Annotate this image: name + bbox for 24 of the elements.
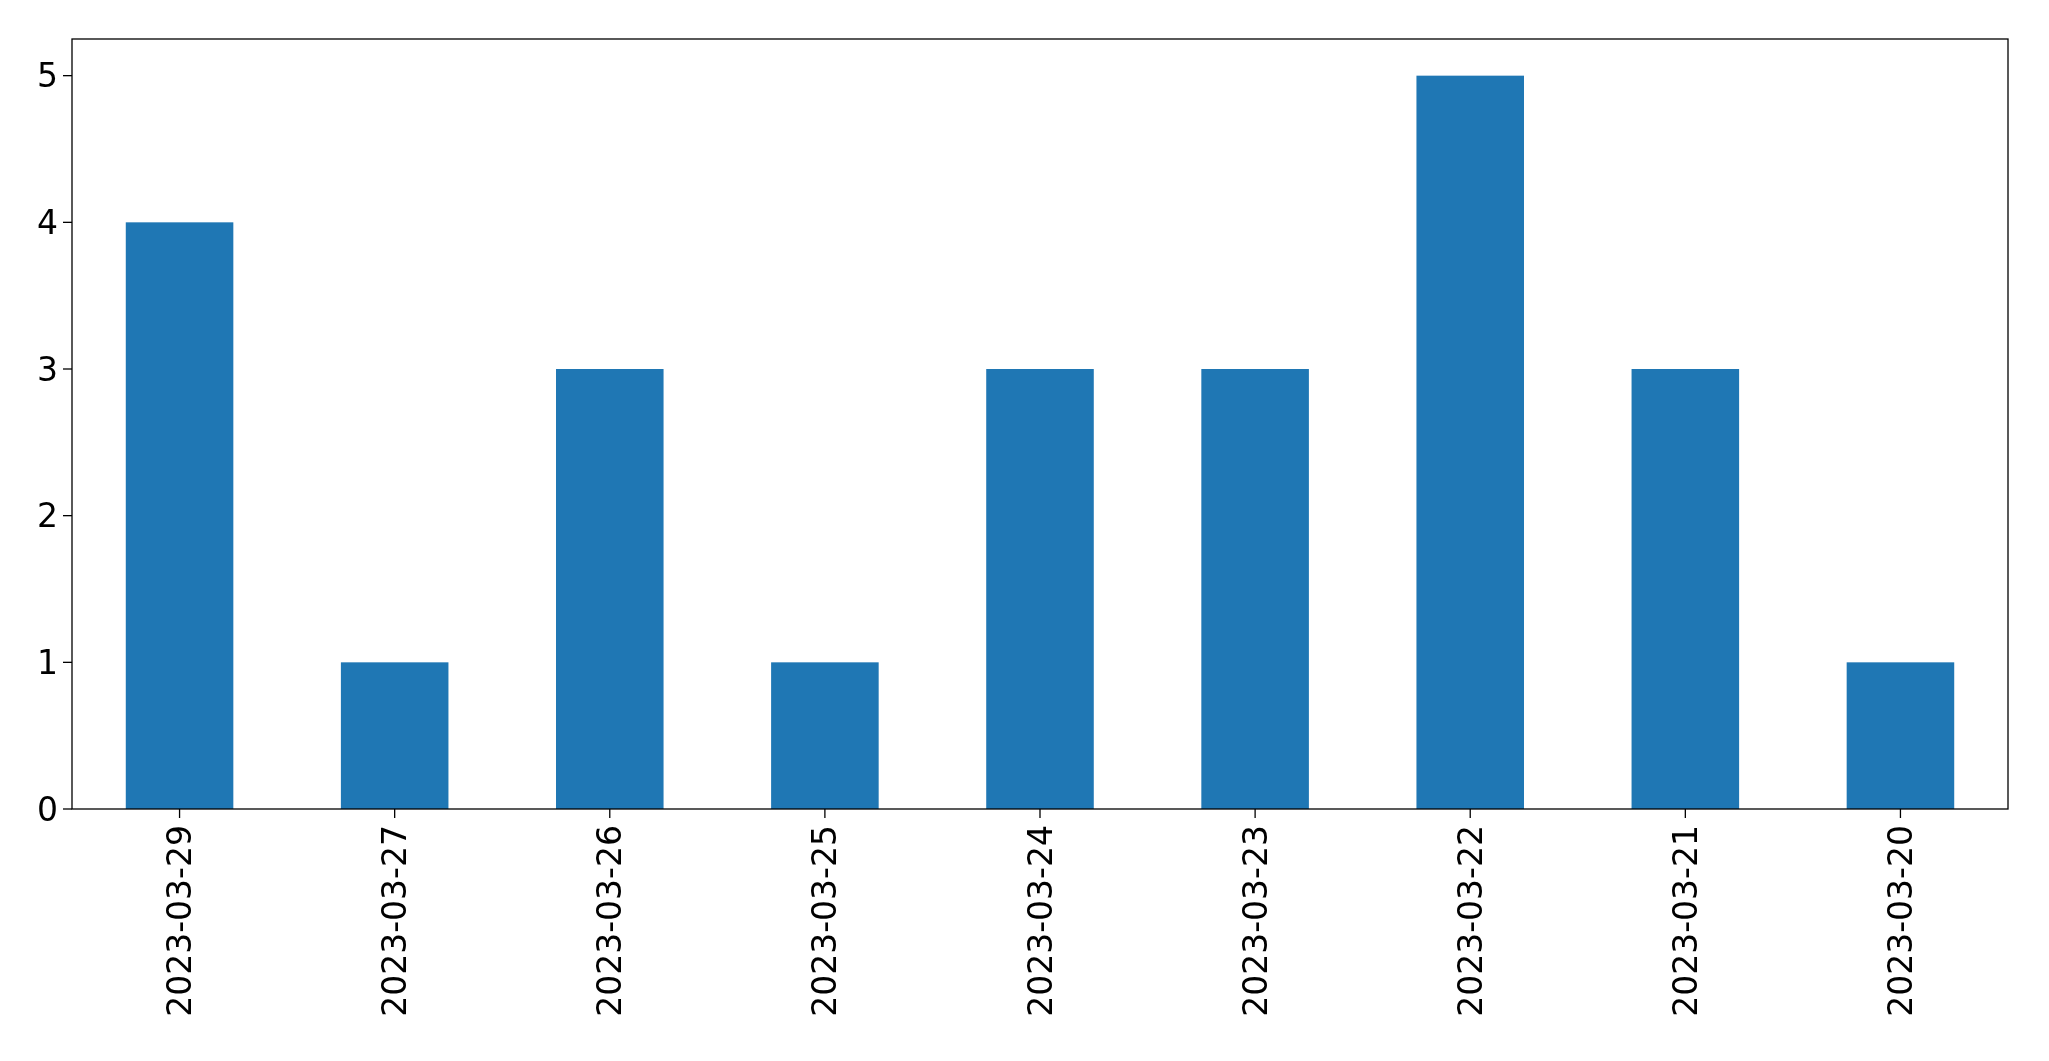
bar [340, 662, 449, 809]
bar [1846, 662, 1955, 809]
bar [1416, 75, 1524, 809]
bar [556, 369, 664, 809]
y-tick-label: 0 [37, 789, 58, 829]
y-tick-label: 1 [37, 642, 58, 682]
x-tick-label: 2023-03-23 [1235, 825, 1275, 1017]
x-tick-label: 2023-03-25 [805, 825, 845, 1017]
x-tick-label: 2023-03-21 [1665, 825, 1705, 1017]
bar [1201, 369, 1309, 809]
bar [986, 369, 1094, 809]
y-tick-label: 5 [37, 56, 58, 96]
bar [1631, 369, 1740, 809]
x-tick-label: 2023-03-20 [1880, 825, 1920, 1017]
y-tick-label: 2 [37, 496, 58, 536]
bar [771, 662, 879, 809]
x-tick-label: 2023-03-26 [590, 825, 630, 1017]
bar [125, 222, 234, 809]
x-tick-label: 2023-03-24 [1020, 825, 1060, 1017]
x-tick-label: 2023-03-27 [375, 825, 415, 1017]
y-tick-label: 4 [37, 202, 58, 242]
x-tick-label: 2023-03-22 [1450, 825, 1490, 1017]
x-tick-label: 2023-03-29 [160, 825, 200, 1017]
y-tick-label: 3 [37, 349, 58, 389]
